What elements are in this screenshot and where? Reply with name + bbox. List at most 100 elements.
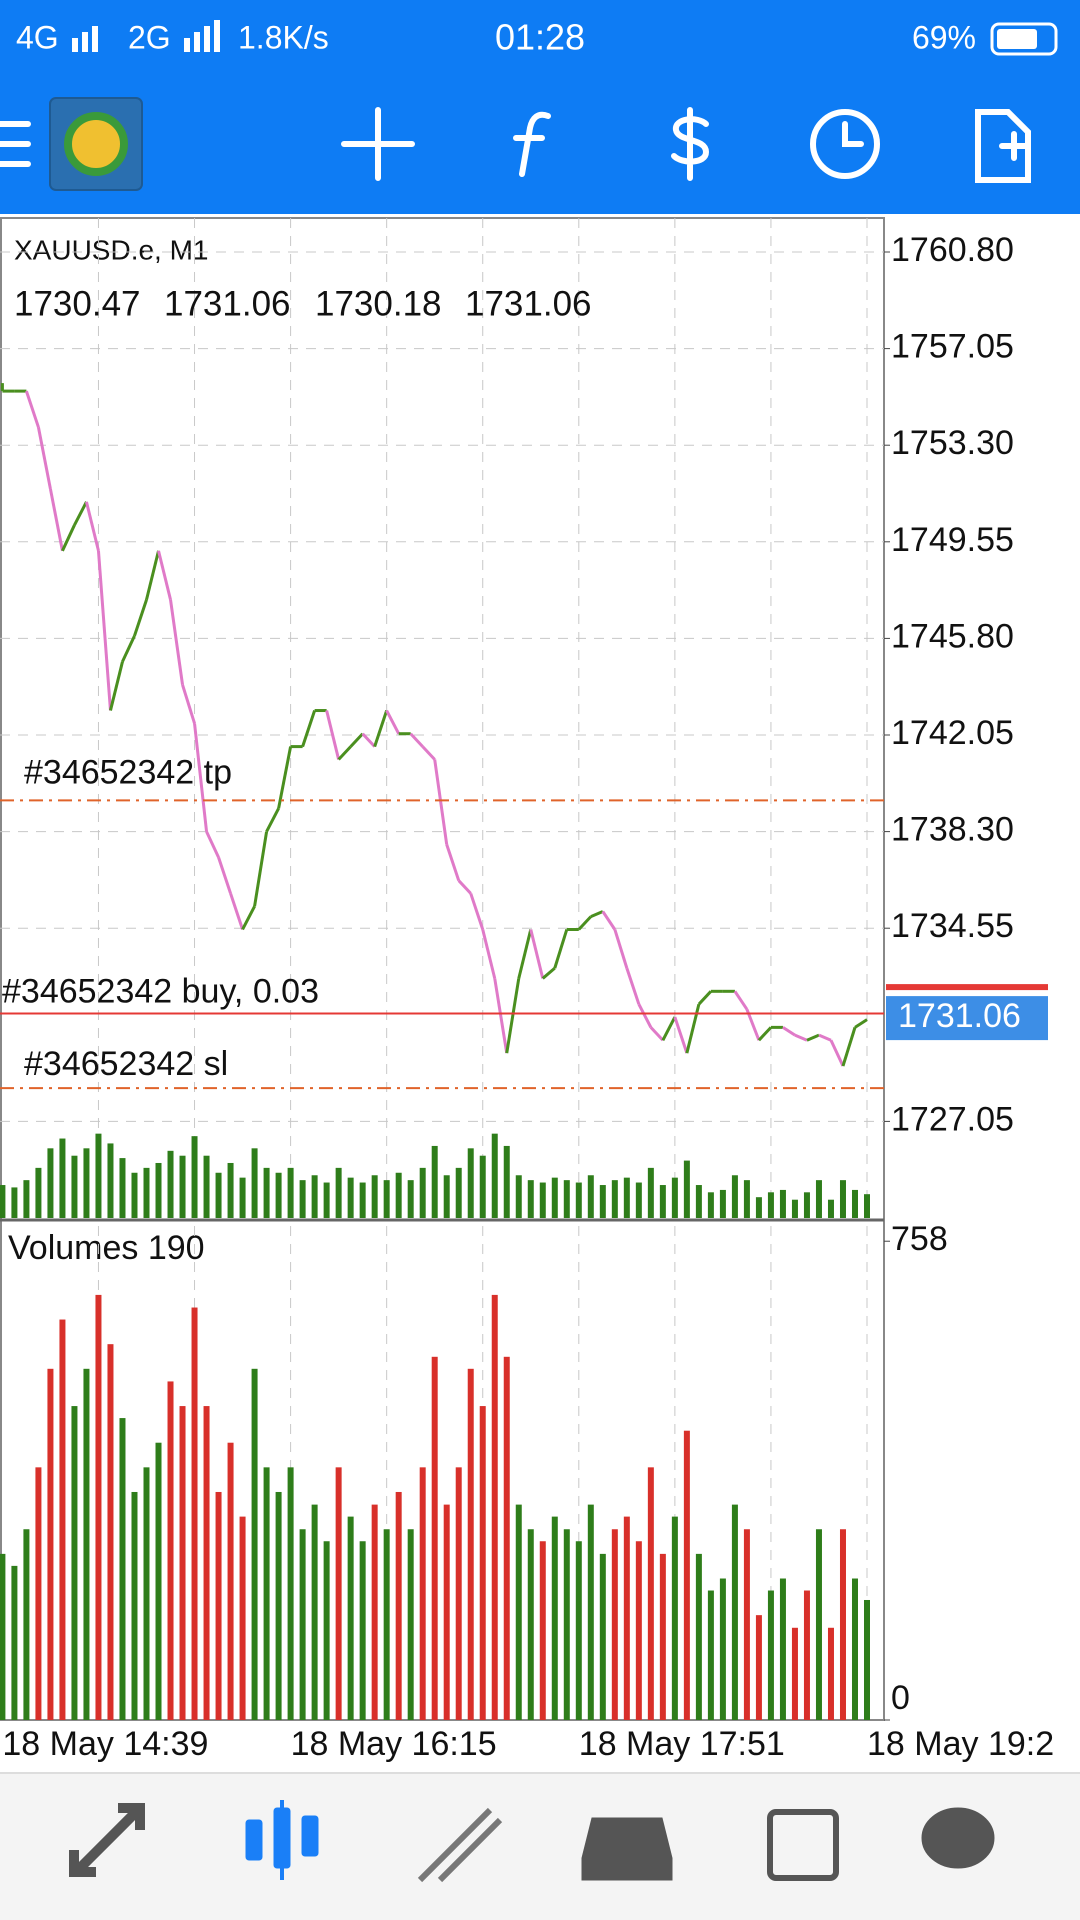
- header-bar: [0, 0, 1080, 214]
- volume-bar: [371, 1504, 378, 1720]
- y-tick-label: 1757.05: [891, 328, 1014, 366]
- price-bar: [96, 550, 112, 711]
- mini-volume-bar: [107, 1143, 114, 1218]
- trade-button[interactable]: [671, 107, 710, 181]
- volume-bar: [743, 1529, 750, 1720]
- price-bar: [229, 892, 244, 930]
- mini-volume-bar: [311, 1175, 318, 1218]
- mini-volume-bar: [95, 1133, 102, 1218]
- mini-volume-bar: [383, 1180, 390, 1218]
- price-bar: [145, 550, 160, 601]
- price-bar: [181, 684, 196, 724]
- volume-bar: [647, 1467, 654, 1720]
- mini-volume-bar: [23, 1180, 30, 1218]
- volume-bar: [695, 1553, 702, 1720]
- price-bar: [529, 929, 545, 979]
- order-label: #34652342 sl: [24, 1045, 228, 1083]
- volume-bar: [203, 1406, 210, 1720]
- volume-bar: [767, 1590, 774, 1720]
- volume-bar: [227, 1442, 234, 1720]
- new-order-button[interactable]: [975, 109, 1031, 183]
- battery-icon: [990, 22, 1058, 56]
- y-tick-label: 1749.55: [891, 521, 1014, 559]
- volume-bar: [71, 1406, 78, 1720]
- price-bar: [782, 1026, 796, 1037]
- mini-volume-bar: [827, 1199, 834, 1218]
- volume-bar: [611, 1529, 618, 1720]
- mini-volume-bar: [551, 1177, 558, 1218]
- mini-volume-bar: [695, 1185, 702, 1218]
- price-bar: [217, 856, 232, 894]
- price-bar: [385, 709, 401, 735]
- mini-volume-bar: [227, 1162, 234, 1218]
- volume-bar: [551, 1516, 558, 1720]
- mini-volume-bar: [11, 1187, 18, 1218]
- volume-bar: [335, 1467, 342, 1720]
- clock: 01:28: [495, 17, 585, 58]
- net-speed: 1.8K/s: [238, 19, 329, 55]
- quotes-tab[interactable]: [69, 1803, 145, 1877]
- price-bar: [409, 732, 424, 748]
- price-bar: [493, 978, 509, 1054]
- volume-bar: [287, 1467, 294, 1720]
- volume-title: Volumes 190: [8, 1229, 205, 1267]
- signal-icon: [92, 26, 98, 52]
- volume-bar: [515, 1504, 522, 1720]
- mini-volume-bar: [191, 1136, 198, 1218]
- signal-icon: [204, 26, 210, 52]
- chart-tab[interactable]: [245, 1800, 319, 1880]
- mini-volume-bar: [275, 1172, 282, 1218]
- volume-bar: [347, 1516, 354, 1720]
- volume-bar: [323, 1541, 330, 1720]
- last-price-label: 1731.06: [898, 997, 1021, 1035]
- volume-bar: [119, 1418, 126, 1720]
- history-tab[interactable]: [581, 1817, 673, 1881]
- menu-button[interactable]: [0, 121, 31, 167]
- mini-volume-bar: [287, 1167, 294, 1218]
- mini-volume-bar: [299, 1180, 306, 1218]
- nav-icons: [69, 1800, 995, 1883]
- mini-volume-bar: [203, 1155, 210, 1218]
- volume-bar: [35, 1467, 42, 1720]
- volume-bar: [864, 1599, 870, 1720]
- ohlc-value: 1731.06: [465, 284, 592, 323]
- mini-volume-bar: [143, 1167, 150, 1218]
- mini-volume-bar: [419, 1167, 426, 1218]
- chat-tab[interactable]: [921, 1807, 995, 1869]
- volume-bar: [479, 1406, 486, 1720]
- mini-volume-bar: [131, 1172, 138, 1218]
- y-tick-label: 1742.05: [891, 714, 1014, 752]
- price-bar: [265, 807, 280, 833]
- volume-bar: [143, 1467, 150, 1720]
- network-2: 2G: [128, 19, 171, 55]
- mini-volume-bar: [755, 1197, 762, 1218]
- volume-bar: [275, 1491, 282, 1720]
- volume-bar: [215, 1491, 222, 1720]
- price-bar: [806, 1033, 820, 1042]
- volume-bar: [827, 1627, 834, 1720]
- volume-bar: [635, 1541, 642, 1720]
- volume-bar: [299, 1529, 306, 1720]
- mini-volume-bar: [587, 1175, 594, 1218]
- price-bar: [421, 745, 436, 761]
- price-bar: [277, 746, 293, 809]
- news-tab[interactable]: [767, 1809, 839, 1881]
- crosshair-button[interactable]: [341, 107, 415, 181]
- x-tick-label: 18 May 17:51: [579, 1725, 785, 1763]
- history-button[interactable]: [810, 109, 880, 179]
- price-bar: [445, 844, 461, 882]
- price-bar: [841, 1026, 857, 1067]
- price-bar: [697, 990, 712, 1006]
- mini-volume-bar: [0, 1185, 6, 1218]
- status-bar: 4G 2G 1.8K/s 01:28 69%: [16, 17, 1058, 58]
- mini-volume-bar: [431, 1145, 438, 1218]
- ohlc-value: 1730.18: [315, 284, 442, 323]
- price-bar: [169, 599, 185, 685]
- indicators-button[interactable]: [513, 111, 551, 177]
- mini-volume-bar: [839, 1180, 846, 1218]
- trade-tab[interactable]: [417, 1807, 503, 1883]
- battery-level: 69%: [912, 19, 976, 55]
- volume-bar: [671, 1516, 678, 1720]
- mini-volume-bar: [263, 1167, 270, 1218]
